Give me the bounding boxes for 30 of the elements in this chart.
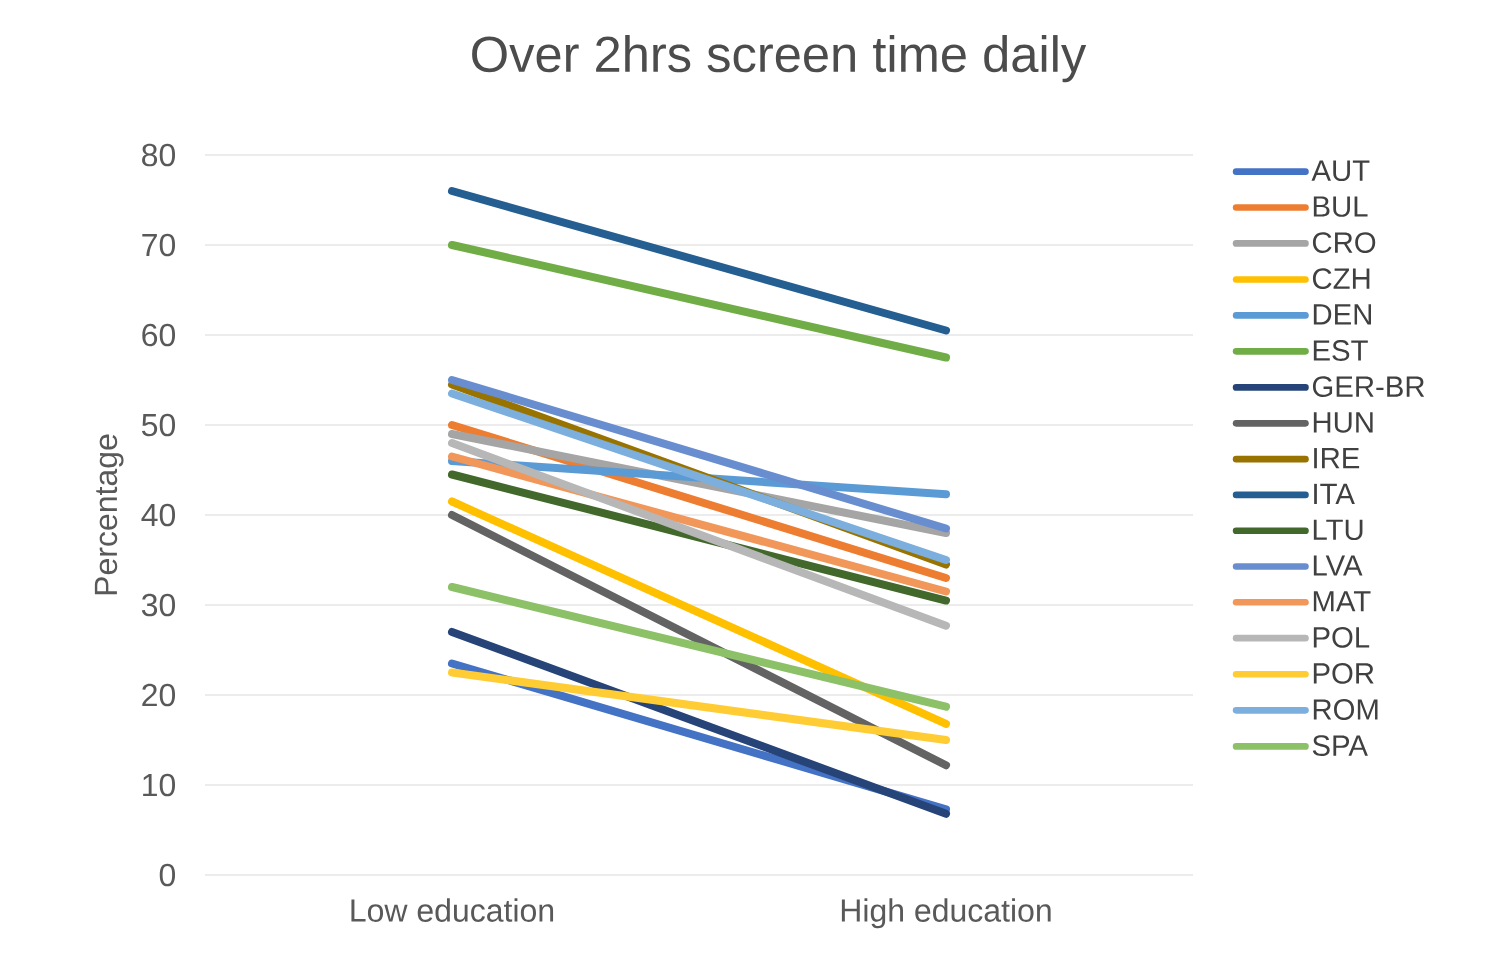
- y-tick-label: 80: [142, 143, 176, 167]
- y-tick-label: 30: [141, 593, 176, 617]
- y-tick-label: 20: [142, 683, 176, 707]
- y-tick-label: 50: [141, 413, 176, 437]
- y-tick-label: 60: [142, 323, 176, 347]
- legend-label: CRO: [1312, 232, 1376, 253]
- legend-label: MAT: [1313, 591, 1371, 612]
- legend-label: AUT: [1311, 160, 1370, 182]
- legend-label: ROM: [1313, 699, 1378, 720]
- legend-label: CZH: [1312, 268, 1370, 290]
- y-axis-title: Percentage: [94, 434, 124, 595]
- legend-label: POR: [1313, 663, 1374, 684]
- legend-label: EST: [1313, 340, 1368, 361]
- y-tick-label: 10: [143, 773, 176, 797]
- legend-label: DEN: [1313, 304, 1371, 325]
- chart-title: Over 2hrs screen time daily: [472, 35, 1087, 83]
- legend-label: BUL: [1313, 196, 1368, 217]
- y-tick-label: 70: [142, 233, 176, 257]
- legend-label: ITA: [1314, 483, 1355, 505]
- legend-label: SPA: [1312, 735, 1368, 756]
- x-tick-label: Low education: [351, 898, 554, 922]
- legend-label: POL: [1313, 626, 1370, 648]
- legend-label: LVA: [1313, 555, 1363, 576]
- legend-label: GER-BR: [1312, 376, 1425, 397]
- y-tick-label: 40: [141, 503, 176, 527]
- y-tick-label: 0: [159, 863, 176, 887]
- x-tick-label: High education: [841, 898, 1051, 929]
- legend-label: LTU: [1313, 519, 1363, 541]
- legend-label: IRE: [1314, 448, 1360, 469]
- legend-label: HUN: [1313, 412, 1373, 433]
